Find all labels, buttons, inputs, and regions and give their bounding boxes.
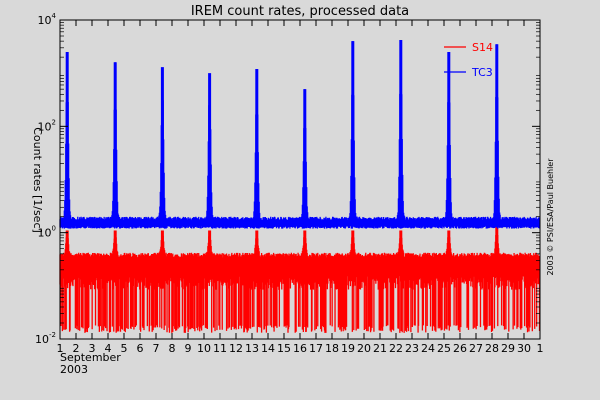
y-axis-title: Count rates [1/sec] <box>31 127 44 233</box>
x-tick-label: 29 <box>501 342 515 355</box>
x-tick-label: 25 <box>437 342 451 355</box>
x-tick-label: 6 <box>137 342 144 355</box>
legend-label-tc3: TC3 <box>471 66 493 79</box>
x-tick-label: 23 <box>405 342 419 355</box>
x-axis: 1 2 3 4 5 6 7 8 9 10 11 12 13 14 15 16 17 18 19 20 21 22 23 24 2… <box>57 20 544 355</box>
x-tick-label: 16 <box>293 342 307 355</box>
x-tick-label: 7 <box>153 342 160 355</box>
x-tick-label: 1 <box>537 342 544 355</box>
x-tick-label: 15 <box>277 342 291 355</box>
y-tick-label: 100 <box>38 225 56 240</box>
x-axis-year-label: 2003 <box>60 363 88 376</box>
chart-title: IREM count rates, processed data <box>191 4 409 19</box>
plot-area <box>59 40 541 333</box>
y-tick-label: 10-2 <box>35 331 56 346</box>
x-tick-label: 8 <box>169 342 176 355</box>
x-tick-label: 12 <box>229 342 243 355</box>
x-tick-label: 24 <box>421 342 435 355</box>
legend: S14 TC3 <box>444 41 493 79</box>
x-tick-label: 4 <box>105 342 112 355</box>
x-tick-label: 1 <box>57 342 64 355</box>
x-tick-label: 27 <box>469 342 483 355</box>
legend-label-s14: S14 <box>472 41 493 54</box>
x-tick-label: 22 <box>389 342 403 355</box>
x-tick-label: 20 <box>357 342 371 355</box>
x-tick-label: 11 <box>213 342 227 355</box>
x-tick-label: 10 <box>197 342 211 355</box>
x-tick-label: 30 <box>517 342 531 355</box>
x-tick-label: 9 <box>185 342 192 355</box>
x-axis-month-label: September <box>60 351 121 364</box>
x-tick-label: 17 <box>309 342 323 355</box>
x-tick-label: 13 <box>245 342 259 355</box>
series-s14-trace <box>59 226 541 333</box>
y-tick-label: 102 <box>38 118 56 133</box>
x-tick-label: 28 <box>485 342 499 355</box>
x-tick-label: 21 <box>373 342 387 355</box>
x-tick-label: 26 <box>453 342 467 355</box>
y-tick-label: 104 <box>38 12 57 27</box>
x-tick-label: 2 <box>73 342 80 355</box>
series-s14 <box>59 226 541 333</box>
x-tick-label: 18 <box>325 342 339 355</box>
series-tc3 <box>59 40 541 229</box>
y-axis: 10-2 100 102 104 <box>35 12 540 346</box>
x-tick-label: 19 <box>341 342 355 355</box>
x-tick-label: 14 <box>261 342 275 355</box>
x-tick-label: 5 <box>121 342 128 355</box>
x-tick-label: 3 <box>89 342 96 355</box>
credit-text: 2003 © PSI/ESA/Paul Buehler <box>546 158 555 276</box>
series-tc3-trace <box>59 40 541 229</box>
